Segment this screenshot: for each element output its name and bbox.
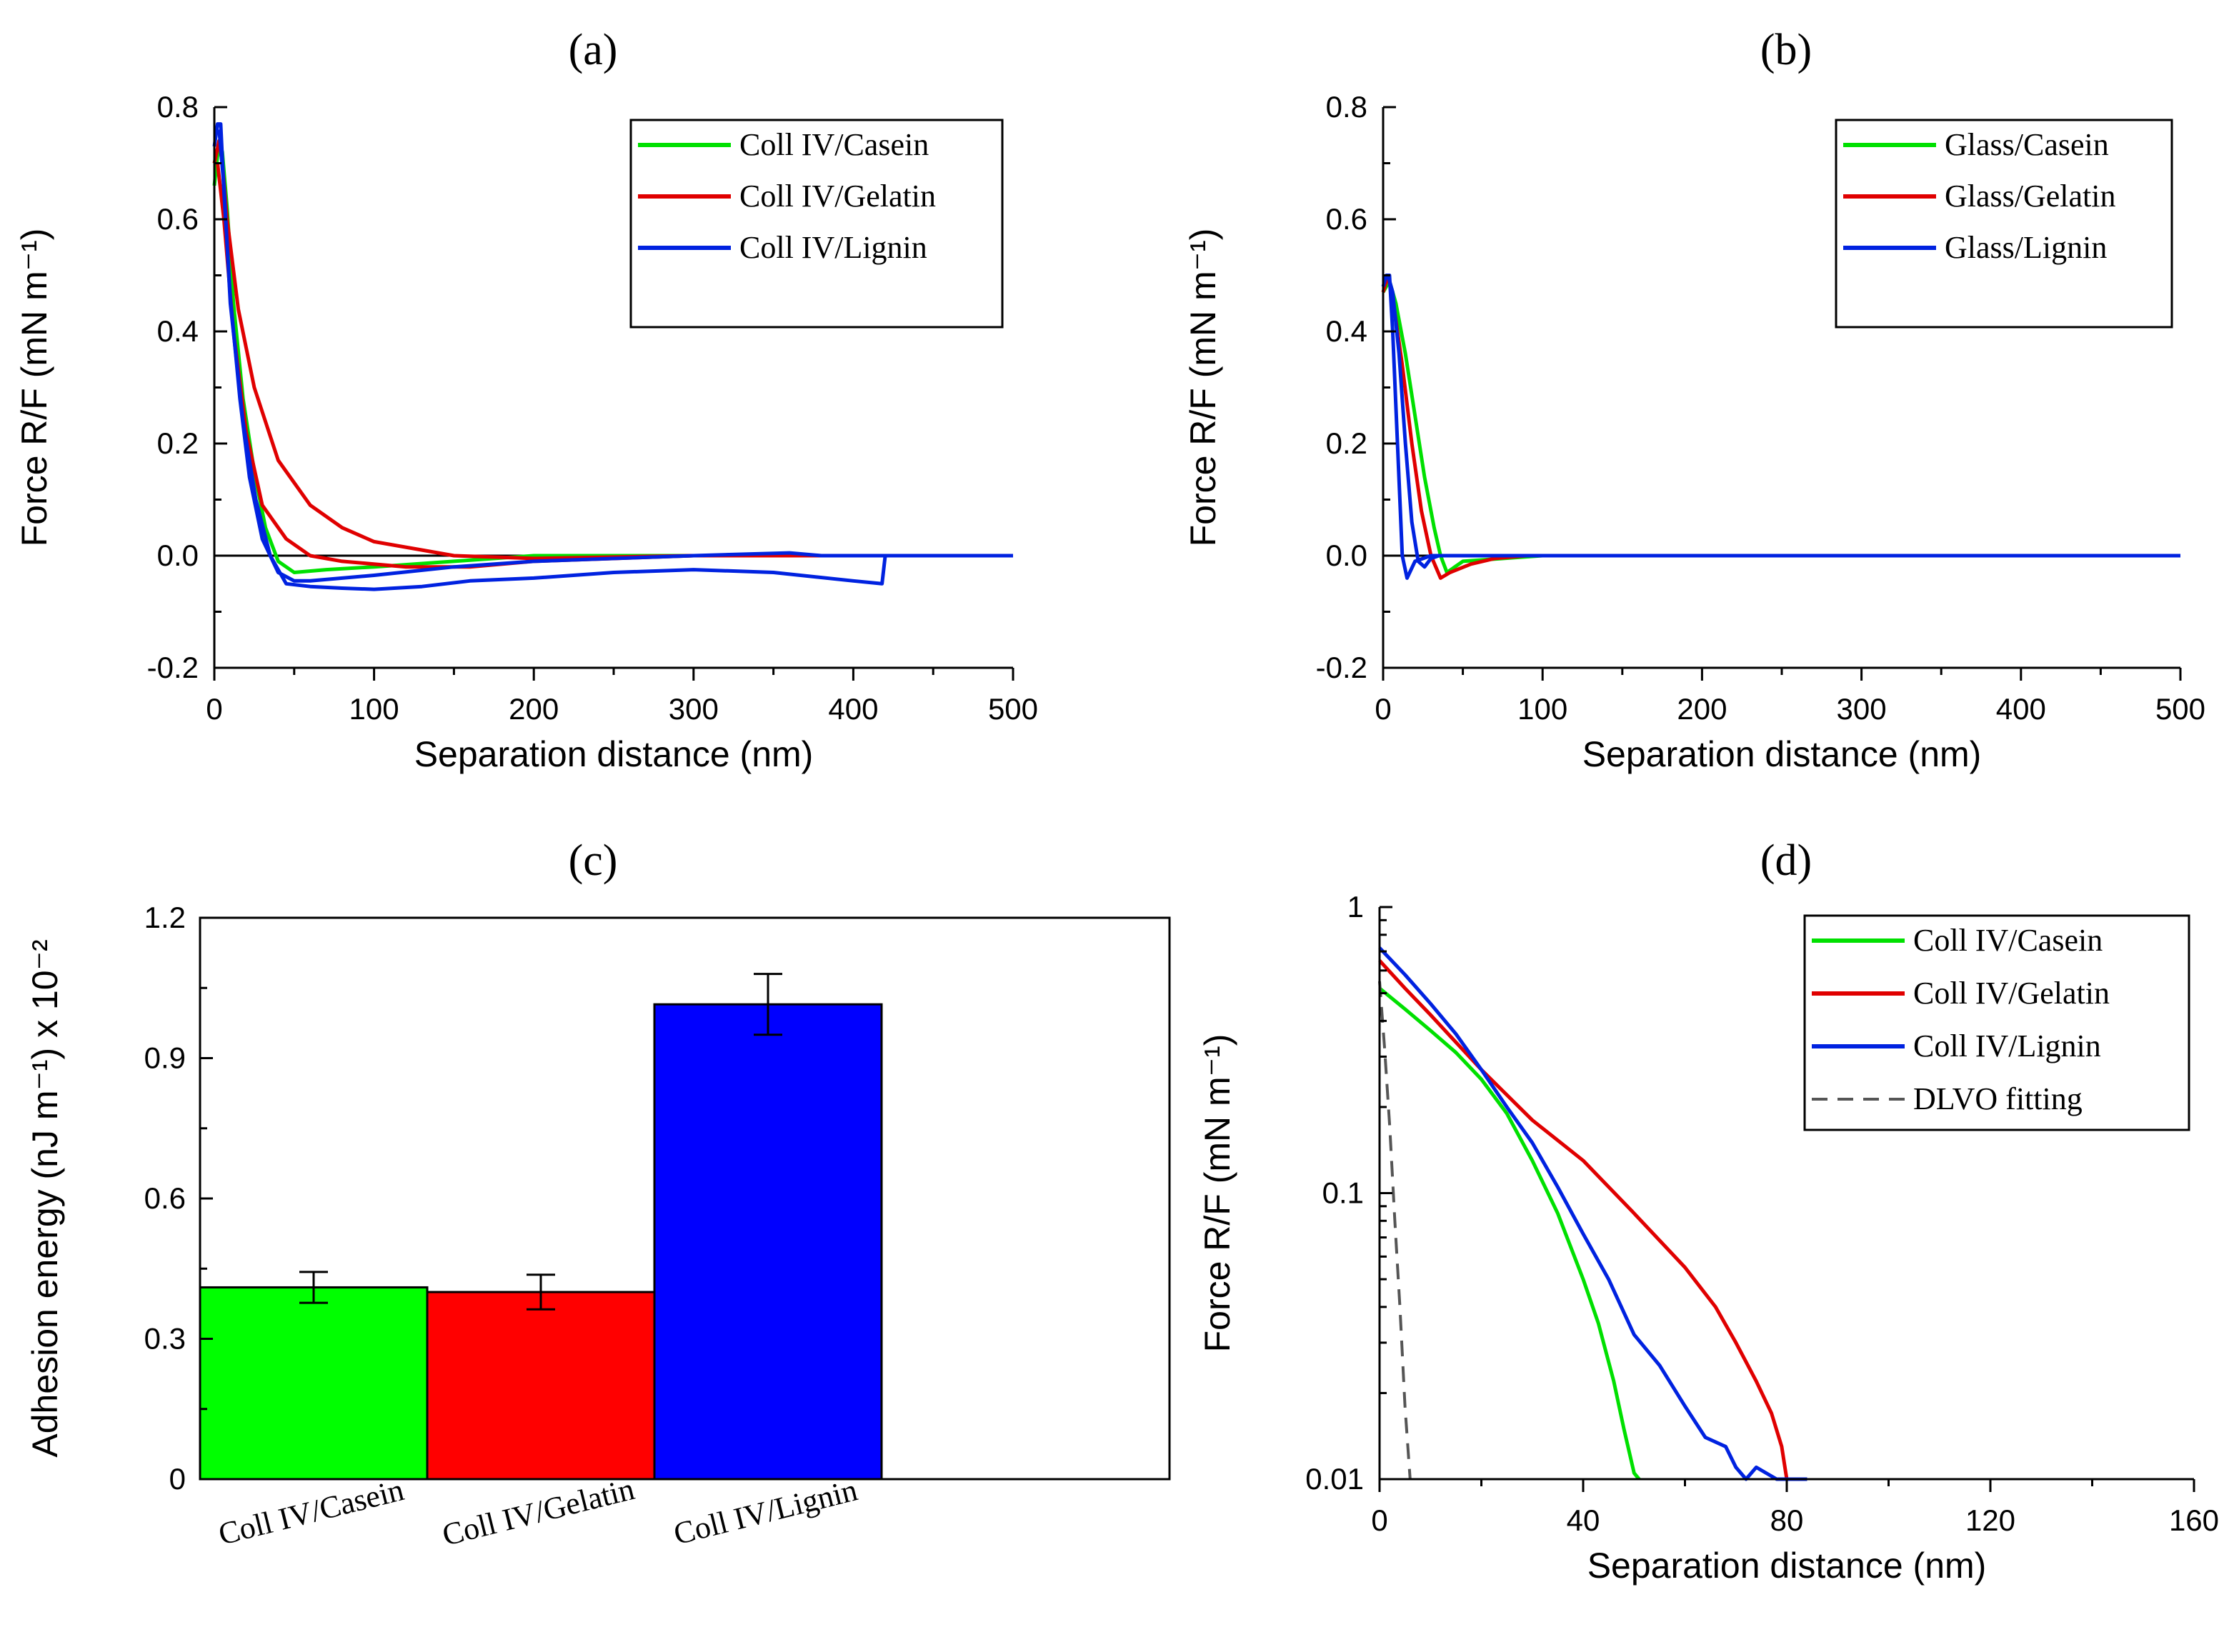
legend-label: Coll IV/Gelatin (739, 179, 936, 214)
y-tick-label: 0.8 (1326, 90, 1367, 124)
category-label: Coll IV/Casein (215, 1472, 407, 1552)
x-tick-label: 160 (2169, 1503, 2219, 1537)
x-tick-label: 400 (828, 692, 878, 726)
category-label: Coll IV/Lignin (670, 1472, 861, 1551)
x-tick-label: 80 (1770, 1503, 1804, 1537)
y-tick-label: 0.9 (144, 1041, 186, 1075)
y-axis-label: Adhesion energy (nJ m⁻¹) x 10⁻² (25, 939, 65, 1457)
x-tick-label: 500 (2155, 692, 2205, 726)
panel-b: (b) -0.2 0.0 0.2 0.4 0.6 0.8 0 100 200 300 400 500 Se… (1183, 26, 2205, 774)
legend-box (1835, 119, 2173, 329)
legend: Glass/Casein Glass/Gelatin Glass/Lignin (1835, 119, 2173, 329)
x-tick-label: 200 (509, 692, 559, 726)
legend-label: Coll IV/Gelatin (1913, 976, 2110, 1011)
y-axis-label: Force R/F (mN m⁻¹) (14, 229, 54, 547)
x-tick-label: 300 (1837, 692, 1887, 726)
y-tick-label: 0.8 (157, 90, 199, 124)
x-tick-label: 300 (669, 692, 719, 726)
category-label: Coll IV/Gelatin (439, 1471, 638, 1553)
y-tick-label: 1.2 (144, 901, 186, 934)
bar-3 (653, 1003, 883, 1481)
series-line-1 (1378, 986, 1641, 1481)
x-tick-label: 0 (1371, 1503, 1387, 1537)
legend-label: Glass/Gelatin (1945, 179, 2116, 214)
y-tick-label: 0.4 (157, 314, 199, 348)
y-tick-label: 0.3 (144, 1322, 186, 1356)
y-axis-label: Force R/F (mN m⁻¹) (1183, 229, 1223, 547)
y-tick-label: 0.6 (157, 202, 199, 236)
x-tick-label: 40 (1567, 1503, 1600, 1537)
panel-label: (a) (569, 26, 618, 74)
y-axis-label: Force R/F (mN m⁻¹) (1197, 1034, 1237, 1353)
panel-label: (b) (1760, 26, 1812, 74)
legend-box (629, 119, 1004, 329)
x-axis-label: Separation distance (nm) (1587, 1546, 1987, 1586)
panel-a: (a) -0.2 0.0 0.2 0.4 0.6 0.8 0 100 200 300 400 500 Se… (14, 26, 1038, 774)
panel-d: (d) 0.01 0.1 1 0 40 80 120 160 Separation distanc… (1197, 836, 2219, 1586)
y-tick-label: 0.0 (157, 539, 199, 572)
y-tick-label: 0.1 (1322, 1176, 1364, 1210)
y-tick-label: 1 (1347, 890, 1364, 923)
x-tick-label: 0 (1375, 692, 1391, 726)
x-tick-label: 200 (1677, 692, 1727, 726)
panel-label: (d) (1760, 836, 1812, 885)
x-tick-label: 500 (988, 692, 1038, 726)
y-tick-label: 0.6 (1326, 202, 1367, 236)
x-tick-label: 120 (1965, 1503, 2015, 1537)
bar-1 (199, 1286, 429, 1481)
x-tick-label: 100 (1517, 692, 1567, 726)
y-tick-label: 0.6 (144, 1181, 186, 1215)
series-line-4 (1378, 981, 1412, 1480)
legend-label: Coll IV/Casein (739, 127, 929, 162)
y-tick-label: -0.2 (1316, 651, 1367, 684)
legend-label: Coll IV/Casein (1913, 923, 2103, 958)
y-tick-label: 0.01 (1305, 1462, 1364, 1496)
legend-label: Glass/Casein (1945, 127, 2109, 162)
legend-label: Coll IV/Lignin (739, 230, 927, 265)
y-tick-label: 0.2 (1326, 426, 1367, 460)
y-tick-label: 0.0 (1326, 539, 1367, 572)
legend-box (1803, 914, 2190, 1131)
series-line-4 (1386, 274, 2180, 569)
panel-c: (c) Coll IV/Casein Coll IV/Gelatin Coll IV/… (25, 836, 1171, 1553)
panel-label: (c) (569, 836, 618, 885)
series-line-2 (1378, 959, 1789, 1480)
x-tick-label: 0 (206, 692, 222, 726)
y-tick-label: 0 (169, 1462, 186, 1496)
y-tick-label: 0.4 (1326, 314, 1367, 348)
legend-label: DLVO fitting (1913, 1081, 2083, 1116)
y-tick-label: 0.2 (157, 426, 199, 460)
x-axis-label: Separation distance (nm) (414, 734, 814, 774)
x-tick-label: 100 (349, 692, 399, 726)
legend: Coll IV/Casein Coll IV/Gelatin Coll IV/Lig… (1803, 914, 2190, 1131)
series-line-5 (217, 129, 1013, 591)
legend-label: Coll IV/Lignin (1913, 1028, 2101, 1063)
legend-label: Glass/Lignin (1945, 230, 2107, 265)
bar-2 (426, 1291, 656, 1481)
series-line-3 (1378, 946, 1807, 1481)
legend: Coll IV/Casein Coll IV/Gelatin Coll IV/Lig… (629, 119, 1004, 329)
x-axis-label: Separation distance (nm) (1582, 734, 1982, 774)
x-tick-label: 400 (1996, 692, 2046, 726)
y-tick-label: -0.2 (147, 651, 199, 684)
